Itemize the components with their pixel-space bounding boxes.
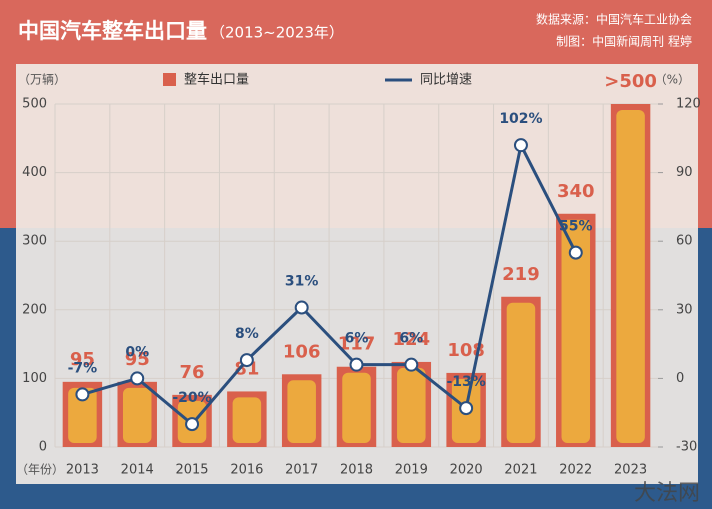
line-value-label: 102% <box>499 111 542 127</box>
x-tick-label: 2023 <box>614 463 647 478</box>
bar-inner <box>342 372 371 443</box>
y2-tick-label: 90 <box>676 165 693 180</box>
line-point <box>404 357 419 372</box>
line-point <box>459 401 474 416</box>
bar-value-label: 106 <box>283 341 321 362</box>
x-tick-label: 2019 <box>395 463 428 478</box>
x-tick-label: 2021 <box>504 463 537 478</box>
x-tick-label: 2013 <box>66 463 99 478</box>
x-tick-label: 2018 <box>340 463 373 478</box>
legend-label: 同比增速 <box>420 73 472 88</box>
bar-value-label: 219 <box>502 264 540 285</box>
line-point <box>349 357 364 372</box>
line-value-label: 31% <box>285 274 319 290</box>
line-point <box>239 353 254 368</box>
y2-tick-label: -30 <box>676 440 697 455</box>
bar-value-label: 108 <box>447 340 485 361</box>
chart-title: 中国汽车整车出口量 <box>18 19 207 43</box>
bar-value-label: 95 <box>70 349 95 370</box>
x-tick-label: 2016 <box>230 463 263 478</box>
x-tick-label: 2014 <box>121 463 154 478</box>
y-tick-label: 0 <box>39 440 47 455</box>
x-tick-label: 2015 <box>175 463 208 478</box>
y2-tick-label: 30 <box>676 302 693 317</box>
line-point <box>75 387 90 402</box>
credit: 制图：中国新闻周刊 程婷 <box>556 34 692 49</box>
y2-tick-label: 0 <box>676 371 684 386</box>
line-value-label: -7% <box>68 360 98 376</box>
line-value-label: 6% <box>345 331 369 347</box>
y-axis-label: （万辆） <box>18 73 66 87</box>
bar-value-label: 95 <box>125 349 150 370</box>
bar-value-label: 76 <box>180 362 205 383</box>
x-tick-label: 2017 <box>285 463 318 478</box>
bar-value-label: 117 <box>338 334 376 355</box>
watermark: 大法网 <box>634 481 700 506</box>
bar-inner <box>232 397 262 443</box>
bar-inner <box>122 387 152 443</box>
x-axis-label: （年份） <box>16 463 64 477</box>
y2-axis-label: （%） <box>655 73 690 87</box>
line-point <box>185 417 200 432</box>
line <box>81 140 578 427</box>
y-tick-label: 300 <box>22 234 47 249</box>
bar-inner <box>506 302 536 443</box>
bar-inner <box>287 380 316 443</box>
line-value-label: -13% <box>446 374 485 390</box>
source: 数据来源：中国汽车工业协会 <box>536 12 692 27</box>
legend-swatch-bar <box>163 73 176 86</box>
y-tick-label: 400 <box>22 165 47 180</box>
bar-inner <box>561 219 591 443</box>
x-tick-label: 2020 <box>450 463 483 478</box>
line-value-label: 6% <box>399 331 423 347</box>
y2-tick-label: 120 <box>676 97 701 112</box>
x-tick-label: 2022 <box>559 463 592 478</box>
line-value-label: 55% <box>559 219 593 235</box>
bar-value-label: 124 <box>393 329 431 350</box>
bar-inner <box>68 387 97 443</box>
line-value-label: 8% <box>235 326 259 342</box>
bar-inner <box>397 367 426 443</box>
y-tick-label: 100 <box>22 371 47 386</box>
line-point <box>568 245 583 260</box>
bar-value-label: 340 <box>557 181 595 202</box>
line-value-label: 0% <box>125 344 149 360</box>
line-value-label: -20% <box>172 390 211 406</box>
line-point <box>513 138 528 153</box>
chart-subtitle: （2013~2023年） <box>210 24 344 42</box>
y-tick-label: 200 <box>22 302 47 317</box>
line-point <box>130 371 145 386</box>
bar-value-label: >500 <box>604 71 657 92</box>
bar-value-label: 81 <box>234 358 259 379</box>
bar-inner <box>616 110 645 443</box>
y2-tick-label: 60 <box>676 234 693 249</box>
legend-label: 整车出口量 <box>184 72 249 88</box>
y-tick-label: 500 <box>22 97 47 112</box>
line-point <box>294 300 309 315</box>
